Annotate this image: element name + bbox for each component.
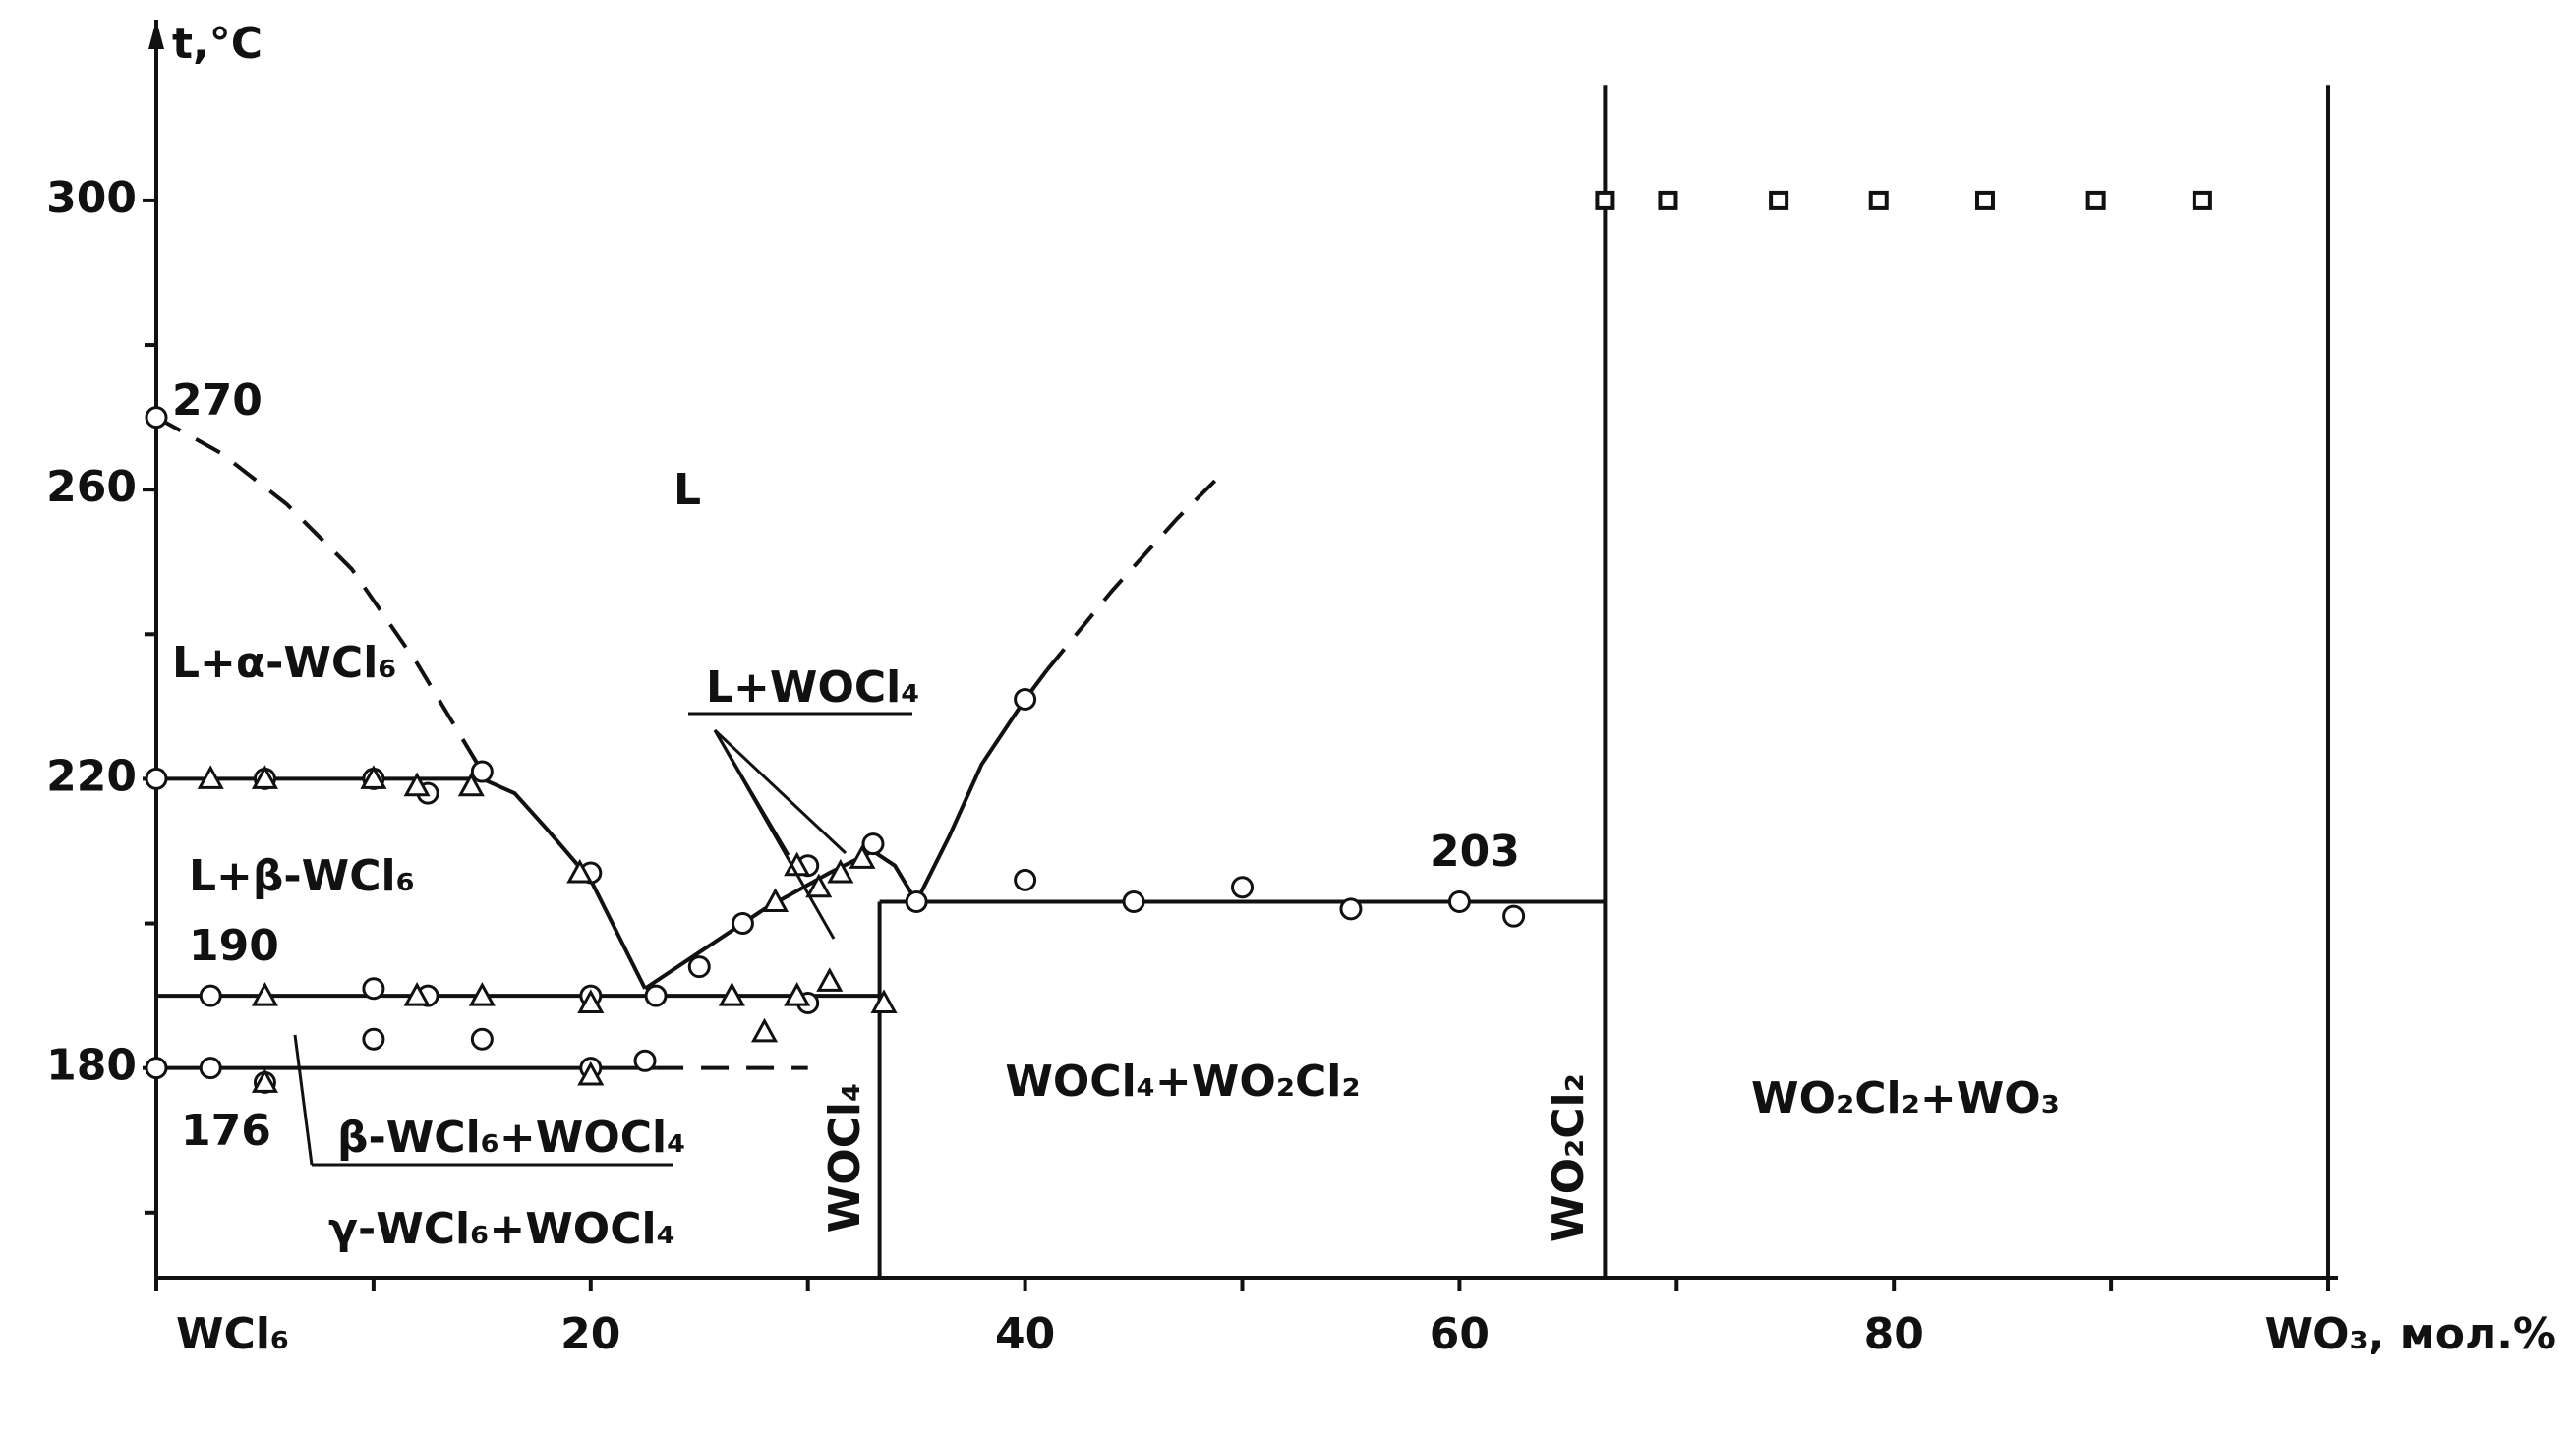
region-label: WO₂Cl₂+WO₃ bbox=[1751, 1073, 2060, 1123]
triangle-point bbox=[577, 989, 605, 1013]
circle-point bbox=[1502, 904, 1526, 928]
phase-boundary bbox=[643, 848, 918, 991]
x-tick-label: 80 bbox=[1864, 1309, 1924, 1359]
region-label: WOCl₄+WO₂Cl₂ bbox=[1005, 1057, 1360, 1107]
circle-point bbox=[199, 1057, 222, 1080]
y-tick-label: 220 bbox=[46, 751, 137, 801]
x-tick-label: 40 bbox=[995, 1309, 1055, 1359]
circle-point bbox=[1231, 876, 1254, 899]
triangle-point bbox=[849, 844, 876, 869]
x-tick-label: WCl₆ bbox=[176, 1309, 289, 1359]
circle-point bbox=[1447, 889, 1471, 913]
triangle-point bbox=[251, 765, 278, 789]
triangle-point bbox=[718, 981, 745, 1006]
region-label: 190 bbox=[189, 921, 279, 971]
region-label: L+α-WCl₆ bbox=[172, 638, 397, 688]
circle-point bbox=[861, 832, 885, 856]
y-axis-title: t,°C bbox=[172, 19, 263, 69]
circle-point bbox=[199, 984, 222, 1007]
triangle-point bbox=[816, 967, 844, 992]
region-label: WOCl₄ bbox=[820, 1083, 870, 1233]
region-label: 203 bbox=[1430, 827, 1520, 877]
circle-point bbox=[1339, 897, 1363, 921]
region-label: L+WOCl₄ bbox=[706, 662, 920, 713]
square-point bbox=[1974, 190, 1995, 210]
region-label: WO₂Cl₂ bbox=[1544, 1073, 1594, 1242]
circle-point bbox=[1014, 687, 1037, 711]
circle-point bbox=[687, 955, 711, 979]
circle-point bbox=[145, 767, 168, 790]
region-label: γ-WCl₆+WOCl₄ bbox=[328, 1204, 675, 1254]
phase-boundary bbox=[1045, 474, 1222, 672]
triangle-point bbox=[762, 888, 790, 912]
triangle-point bbox=[750, 1017, 779, 1043]
square-point bbox=[1658, 190, 1678, 210]
square-point bbox=[2085, 190, 2106, 210]
circle-point bbox=[633, 1049, 657, 1072]
pointer-line bbox=[713, 729, 836, 940]
triangle-point bbox=[403, 772, 431, 797]
circle-point bbox=[362, 1027, 385, 1051]
circle-point bbox=[644, 984, 668, 1007]
phase-boundary bbox=[481, 776, 647, 990]
region-label: L+β-WCl₆ bbox=[189, 851, 415, 901]
region-label: β-WCl₆+WOCl₄ bbox=[337, 1113, 685, 1163]
triangle-point bbox=[784, 981, 811, 1006]
y-tick-label: 260 bbox=[46, 462, 137, 512]
triangle-point bbox=[360, 765, 387, 789]
triangle-point bbox=[468, 981, 496, 1006]
triangle-point bbox=[251, 1068, 278, 1093]
region-label: 176 bbox=[181, 1106, 271, 1156]
triangle-point bbox=[403, 981, 431, 1006]
y-axis-arrow bbox=[148, 20, 164, 49]
triangle-point bbox=[827, 858, 854, 884]
circle-point bbox=[1014, 868, 1037, 891]
square-point bbox=[1868, 190, 1889, 210]
y-tick-label: 300 bbox=[46, 173, 137, 223]
x-tick-label: WO₃, мол.% bbox=[2265, 1309, 2556, 1359]
triangle-point bbox=[457, 772, 485, 797]
circle-point bbox=[1122, 889, 1145, 913]
region-label: L bbox=[673, 465, 701, 515]
triangle-point bbox=[251, 981, 278, 1006]
square-point bbox=[1595, 190, 1615, 210]
pointer-line bbox=[713, 728, 848, 855]
triangle-point bbox=[197, 765, 224, 789]
x-tick-label: 60 bbox=[1430, 1309, 1490, 1359]
circle-point bbox=[905, 889, 928, 913]
x-tick-label: 20 bbox=[560, 1309, 620, 1359]
pointer-line bbox=[293, 1034, 314, 1166]
circle-point bbox=[362, 977, 385, 1001]
circle-point bbox=[470, 760, 494, 783]
circle-point bbox=[731, 912, 754, 936]
circle-point bbox=[470, 1027, 494, 1051]
phase-boundary bbox=[155, 415, 485, 774]
y-tick-label: 180 bbox=[46, 1041, 137, 1091]
triangle-point bbox=[870, 989, 898, 1013]
square-point bbox=[1769, 190, 1789, 210]
circle-point bbox=[145, 1057, 168, 1080]
region-label: 270 bbox=[172, 375, 263, 426]
circle-point bbox=[145, 406, 168, 430]
triangle-point bbox=[566, 858, 594, 884]
square-point bbox=[2192, 190, 2212, 210]
triangle-point bbox=[805, 873, 833, 898]
phase-boundary bbox=[914, 668, 1049, 903]
triangle-point bbox=[577, 1061, 605, 1086]
